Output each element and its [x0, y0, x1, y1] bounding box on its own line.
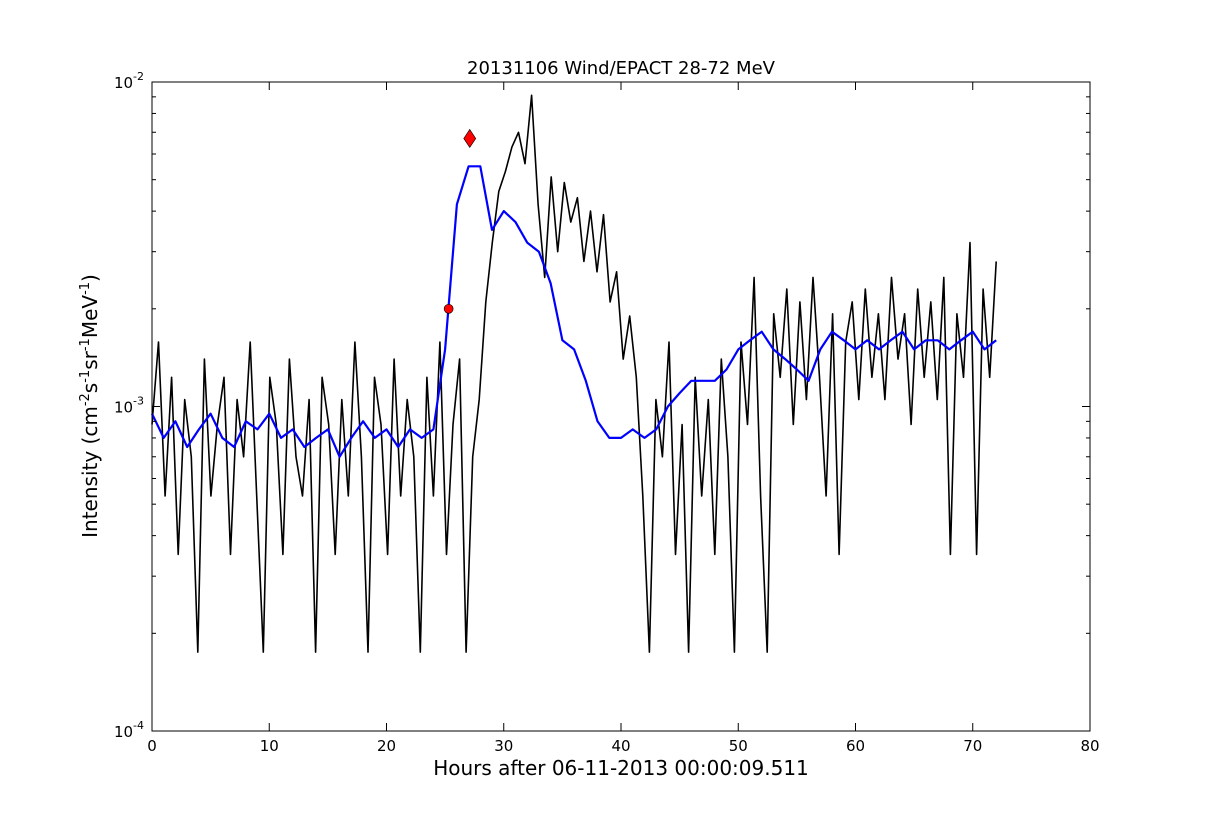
series-line-smoothed	[151, 165, 997, 458]
series-line-raw	[151, 94, 997, 653]
x-axis: 0 10 20 30 40 50 60 70 80	[147, 82, 1100, 755]
x-tick-label: 40	[611, 737, 630, 755]
x-tick-label: 30	[494, 737, 513, 755]
y-axis: 10-4 10-3 10-2	[114, 70, 1090, 741]
chart-title: 20131106 Wind/EPACT 28-72 MeV	[467, 58, 776, 79]
y-axis-label: Intensity (cm-2s-1sr-1MeV-1)	[78, 274, 102, 538]
onset-marker	[443, 304, 454, 314]
x-tick-label: 50	[729, 737, 748, 755]
x-tick-label: 70	[963, 737, 982, 755]
x-tick-label: 80	[1080, 737, 1099, 755]
y-tick-label: 10-3	[114, 395, 144, 417]
plot-frame	[151, 81, 1091, 732]
x-tick-label: 10	[260, 737, 279, 755]
peak-marker	[463, 128, 477, 148]
x-tick-label: 60	[846, 737, 865, 755]
plot-area	[151, 94, 997, 653]
y-tick-label: 10-2	[114, 70, 144, 92]
x-tick-label: 20	[377, 737, 396, 755]
y-tick-label: 10-4	[114, 719, 144, 741]
x-tick-label: 0	[147, 737, 157, 755]
x-axis-label: Hours after 06-11-2013 00:00:09.511	[433, 756, 809, 780]
